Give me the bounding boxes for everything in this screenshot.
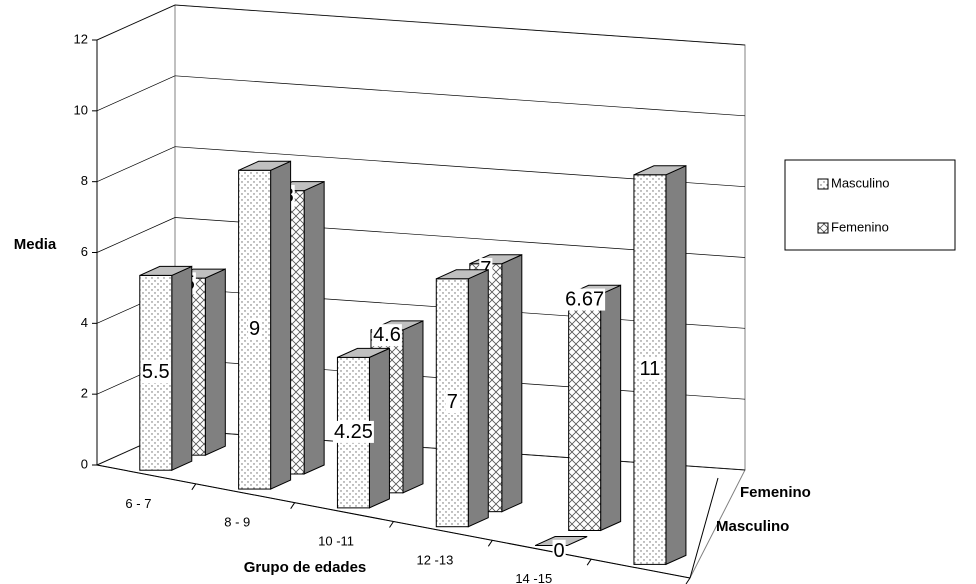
bar-top bbox=[633, 165, 687, 176]
bar-side bbox=[303, 180, 325, 475]
x-axis-title: Grupo de edades bbox=[244, 559, 367, 576]
tick-mark bbox=[191, 483, 197, 491]
data-label-bg bbox=[445, 391, 459, 414]
data-label: 7 bbox=[447, 391, 458, 413]
data-label: 4.6 bbox=[373, 324, 401, 346]
depth-label: Masculino bbox=[716, 518, 789, 535]
bar bbox=[568, 293, 602, 532]
data-label: 0 bbox=[554, 540, 565, 562]
bar-side bbox=[204, 268, 226, 456]
legend-label: Masculino bbox=[831, 175, 890, 190]
x-tick-label: 14 -15 bbox=[515, 571, 552, 584]
tick-mark bbox=[487, 540, 493, 547]
x-tick-label: 8 - 9 bbox=[224, 515, 250, 530]
x-tick-label: 12 -13 bbox=[416, 552, 453, 567]
y-axis-title: Media bbox=[14, 236, 57, 253]
bar-top bbox=[238, 160, 291, 171]
data-label: 9 bbox=[249, 318, 260, 340]
y-tick-label: 0 bbox=[81, 456, 88, 471]
grid-line bbox=[174, 4, 746, 46]
y-tick-label: 6 bbox=[81, 244, 88, 259]
x-tick-label: 6 - 7 bbox=[125, 496, 151, 511]
legend-swatch bbox=[817, 178, 829, 190]
grid-line bbox=[96, 75, 176, 112]
tick-mark bbox=[389, 521, 394, 528]
data-label: 6.67 bbox=[565, 289, 604, 311]
bar-side bbox=[600, 284, 622, 532]
legend bbox=[784, 159, 956, 251]
grid-line bbox=[96, 4, 176, 41]
depth-label: Femenino bbox=[740, 484, 811, 501]
bar-side bbox=[501, 253, 523, 513]
data-label-bg bbox=[332, 420, 374, 443]
data-label-bg bbox=[140, 361, 171, 384]
grid-line bbox=[174, 75, 746, 117]
grid-line bbox=[96, 146, 176, 182]
data-label: 11 bbox=[640, 358, 661, 380]
bar-side bbox=[270, 160, 292, 490]
y-tick-label: 8 bbox=[81, 173, 88, 188]
bar-side bbox=[171, 265, 193, 471]
bar-top bbox=[436, 269, 489, 280]
y-tick-label: 4 bbox=[81, 315, 88, 330]
legend-swatch bbox=[817, 222, 829, 234]
legend-label: Femenino bbox=[831, 219, 889, 234]
y-tick-label: 12 bbox=[74, 31, 88, 46]
y-tick-label: 2 bbox=[81, 386, 88, 401]
data-label-bg bbox=[552, 539, 566, 562]
data-label: 7 bbox=[480, 258, 491, 280]
data-label: 4.25 bbox=[334, 421, 373, 443]
tick-mark bbox=[586, 558, 592, 566]
data-label-bg bbox=[638, 357, 662, 380]
tick-mark bbox=[290, 502, 296, 509]
bar-side bbox=[402, 320, 424, 494]
tick-mark bbox=[685, 577, 691, 584]
grid-line bbox=[96, 217, 176, 253]
bar-side bbox=[467, 269, 489, 528]
data-label-bg bbox=[372, 324, 402, 347]
bar-top bbox=[337, 347, 390, 358]
bar-side bbox=[665, 165, 687, 566]
data-label-bg bbox=[248, 317, 262, 340]
x-tick-label: 10 -11 bbox=[318, 534, 354, 549]
bar-top bbox=[139, 265, 192, 276]
data-label-bg bbox=[564, 288, 606, 311]
y-tick-label: 10 bbox=[74, 102, 88, 117]
depth-axis bbox=[689, 477, 719, 579]
data-label: 5.5 bbox=[142, 361, 170, 383]
